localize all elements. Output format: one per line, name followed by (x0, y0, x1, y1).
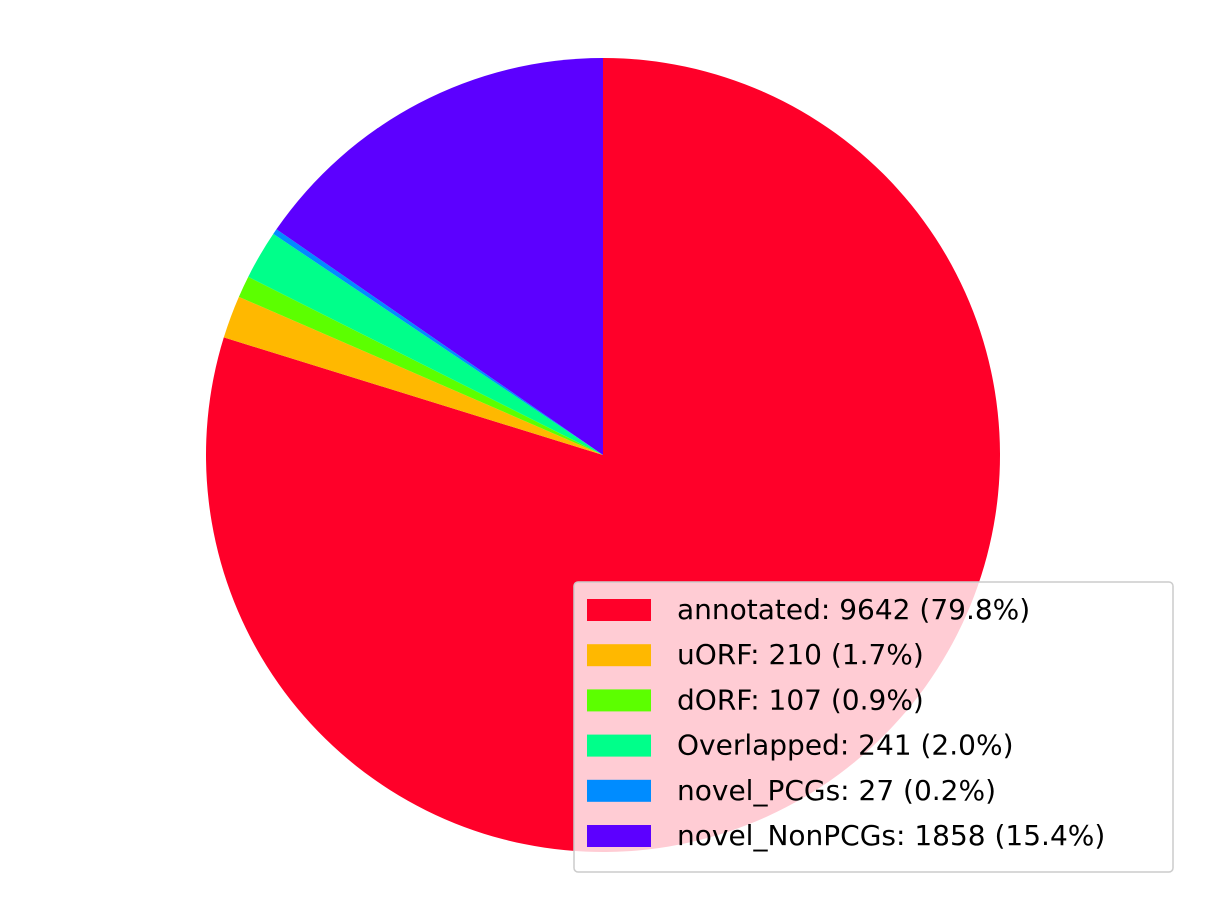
legend-label-novel-pcgs: novel_PCGs: 27 (0.2%) (677, 774, 996, 807)
legend-swatch-overlapped (587, 734, 651, 757)
pie-slice-novel-pcgs (273, 229, 603, 455)
legend-item-dorf: dORF: 107 (0.9%) (587, 683, 924, 716)
legend-label-uorf: uORF: 210 (1.7%) (677, 638, 924, 671)
legend-swatch-uorf (587, 644, 651, 667)
legend-item-novel-pcgs: novel_PCGs: 27 (0.2%) (587, 774, 996, 807)
legend-label-novel-nonpcgs: novel_NonPCGs: 1858 (15.4%) (677, 819, 1105, 852)
pie-slice-novel-nonpcgs (276, 58, 603, 455)
legend-swatch-novel-pcgs (587, 779, 651, 802)
legend-item-annotated: annotated: 9642 (79.8%) (587, 593, 1030, 626)
legend-item-uorf: uORF: 210 (1.7%) (587, 638, 924, 671)
pie-slice-overlapped (248, 233, 604, 455)
legend-label-annotated: annotated: 9642 (79.8%) (677, 593, 1030, 626)
legend-label-overlapped: Overlapped: 241 (2.0%) (677, 729, 1014, 762)
legend-swatch-novel-nonpcgs (587, 825, 651, 847)
legend-swatch-dorf (587, 689, 651, 712)
pie-slice-dorf (238, 276, 603, 455)
legend: annotated: 9642 (79.8%) uORF: 210 (1.7%) d… (573, 581, 1174, 873)
legend-frame (573, 581, 1174, 873)
legend-label-dorf: dORF: 107 (0.9%) (677, 683, 924, 716)
legend-item-overlapped: Overlapped: 241 (2.0%) (587, 729, 1014, 762)
pie-slice-uorf (223, 296, 603, 455)
legend-item-novel-nonpcgs: novel_NonPCGs: 1858 (15.4%) (587, 819, 1105, 852)
legend-swatch-annotated (587, 599, 651, 621)
